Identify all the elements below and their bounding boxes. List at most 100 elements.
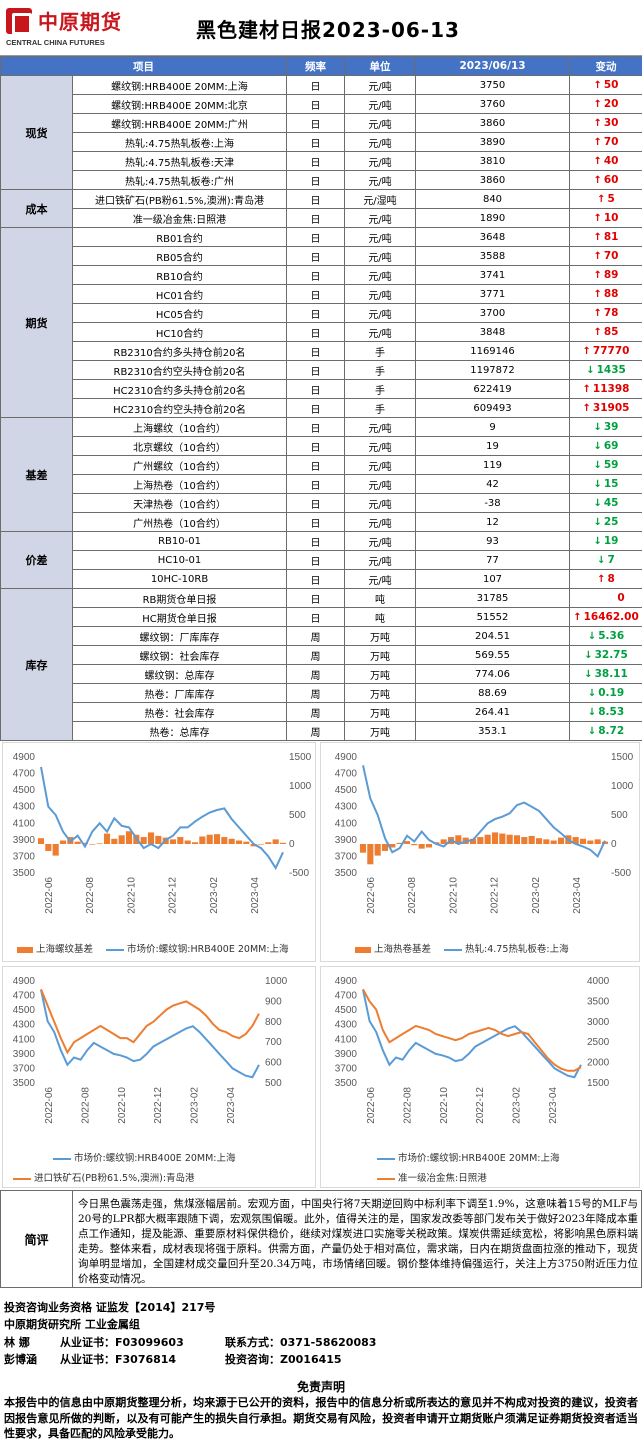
disclaimer-text: 本报告中的信息由中原期货整理分析，均来源于已公开的资料，报告中的信息分析或所表达… xyxy=(4,1396,638,1440)
item-cell: 热轧:4.75热轧板卷:上海 xyxy=(72,132,287,152)
y-right-tick-label: 3000 xyxy=(587,1017,610,1028)
freq-cell: 日 xyxy=(286,607,345,627)
legend-item: 市场价:螺纹钢:HRB400E 20MM:上海 xyxy=(106,944,289,955)
table-row: 螺纹钢：总库存周万吨 774.06 ↓ 38.11 xyxy=(1,664,642,684)
change-cell: ↑ 77770 xyxy=(569,341,642,361)
category-cell: 现货 xyxy=(0,75,73,190)
item-cell: 螺纹钢：总库存 xyxy=(72,664,287,684)
arrow-down-icon: ↓ xyxy=(587,707,597,718)
item-cell: 热轧:4.75热轧板卷:天津 xyxy=(72,151,287,171)
chart-hrc-basis-plot: 4900 4700 4500 4300 4100 3900 3700 3500 1500 1000… xyxy=(335,752,634,914)
y-left-tick-label: 4700 xyxy=(13,769,36,780)
freq-cell: 周 xyxy=(286,626,345,646)
change-cell: ↓ 7 xyxy=(569,550,642,570)
bar-mark xyxy=(411,844,418,846)
y-right-tick-label: 2500 xyxy=(587,1037,610,1048)
change-cell: ↑ 8 xyxy=(569,569,642,589)
change-value: 0.19 xyxy=(598,687,625,699)
arrow-up-icon: ↑ xyxy=(593,327,602,338)
chart-hrc-basis: 4900 4700 4500 4300 4100 3900 3700 3500 1500 1000… xyxy=(320,742,640,962)
freq-cell: 周 xyxy=(286,645,345,665)
bar-mark xyxy=(250,844,257,847)
item-cell: 热卷：总库存 xyxy=(72,721,287,741)
chart-rebar-vs-coke-legend: 市场价:螺纹钢:HRB400E 20MM:上海 准一级冶金焦:日照港 xyxy=(377,1149,560,1189)
unit-cell: 元/吨 xyxy=(344,417,416,437)
qualification-line: 投资咨询业务资格 证监发【2014】217号 xyxy=(4,1301,216,1314)
table-row: 价差 RB10-01 日元/吨 93 ↓ 19 xyxy=(0,531,642,589)
item-cell: 10HC-10RB xyxy=(72,569,287,589)
unit-cell: 元/吨 xyxy=(344,284,416,304)
chart-rebar-vs-ore-plot: 4900 4700 4500 4300 4100 3900 3700 3500 1000 900 8… xyxy=(13,976,288,1124)
category-cell: 基差 xyxy=(0,417,73,532)
value-cell: 3588 xyxy=(415,246,570,266)
change-cell: ↓ 1435 xyxy=(569,360,642,380)
col-header-change: 变动 xyxy=(569,56,642,76)
unit-cell: 元/吨 xyxy=(344,512,416,532)
bar-mark xyxy=(257,844,265,845)
value-cell: 88.69 xyxy=(415,683,570,703)
org-line: 中原期货研究所 工业金属组 xyxy=(4,1318,140,1331)
y-left-tick-label: 3500 xyxy=(13,868,36,879)
legend-item: 热轧:4.75热轧板卷:上海 xyxy=(444,944,569,955)
y-left-tick-label: 3500 xyxy=(13,1078,36,1089)
item-cell: HC10-01 xyxy=(72,550,287,570)
item-cell: RB2310合约空头持仓前20名 xyxy=(72,360,287,380)
bar-mark xyxy=(279,842,287,844)
x-tick-label: 2022-10 xyxy=(448,877,459,914)
freq-cell: 日 xyxy=(286,493,345,513)
legend-item: 上海螺纹基差 xyxy=(17,944,93,955)
cert-number: F3076814 xyxy=(115,1353,177,1366)
bar-mark xyxy=(477,837,484,844)
chart-rebar-vs-ore-legend: 市场价:螺纹钢:HRB400E 20MM:上海 进口铁矿石(PB粉61.5%,澳… xyxy=(13,1149,236,1189)
change-cell: ↓ 19 xyxy=(569,531,642,551)
y-right-tick-label: -500 xyxy=(611,868,631,879)
item-cell: 热卷：厂库库存 xyxy=(72,683,287,703)
y-left-tick-label: 3900 xyxy=(335,1049,358,1060)
change-value: 50 xyxy=(603,79,619,91)
review-section: 简评 今日黑色震荡走强，焦煤涨幅居前。宏观方面，中国央行将7天期逆回购中标利率下… xyxy=(0,1190,642,1288)
freq-cell: 日 xyxy=(286,113,345,133)
y-right-tick-label: 1000 xyxy=(289,781,312,792)
item-cell: RB01合约 xyxy=(72,227,287,247)
arrow-down-icon: ↓ xyxy=(593,536,602,547)
y-left-tick-label: 4900 xyxy=(335,976,358,987)
change-cell: ↓ 5.36 xyxy=(569,626,642,646)
freq-cell: 日 xyxy=(286,208,345,228)
table-row: 热轧:4.75热轧板卷:天津日元/吨 3810 ↑ 40 xyxy=(1,151,642,171)
y-right-tick-label: 1000 xyxy=(265,976,288,987)
y-right-tick-label: 1500 xyxy=(587,1078,610,1089)
value-cell: 264.41 xyxy=(415,702,570,722)
change-value: 31905 xyxy=(592,402,630,414)
value-cell: 3760 xyxy=(415,94,570,114)
y-right-tick-label: 1500 xyxy=(611,752,634,763)
bar-mark xyxy=(272,839,279,844)
y-left-tick-label: 4100 xyxy=(335,1034,358,1045)
y-left-tick-label: 4100 xyxy=(13,1034,36,1045)
change-value: 0 xyxy=(617,592,625,604)
bar-mark xyxy=(96,843,103,844)
x-tick-label: 2022-08 xyxy=(407,877,418,914)
y-right-tick-label: 500 xyxy=(611,810,628,821)
y-right-tick-label: -500 xyxy=(289,868,309,879)
freq-cell: 日 xyxy=(286,246,345,266)
y-left-tick-label: 4300 xyxy=(335,802,358,813)
value-cell: 774.06 xyxy=(415,664,570,684)
y-left-tick-label: 3700 xyxy=(335,851,358,862)
value-cell: 3860 xyxy=(415,170,570,190)
unit-cell: 手 xyxy=(344,341,416,361)
change-cell: ↓ 15 xyxy=(569,474,642,494)
table-row: HC05合约日元/吨 3700 ↑ 78 xyxy=(1,303,642,323)
bar-mark xyxy=(74,841,81,844)
change-cell: ↑ 5 xyxy=(569,189,642,209)
change-cell: ↓ 32.75 xyxy=(569,645,642,665)
y-left-tick-label: 3900 xyxy=(335,835,358,846)
y-left-tick-label: 3700 xyxy=(335,1063,358,1074)
table-row: 热卷：厂库库存周万吨 88.69 ↓ 0.19 xyxy=(1,683,642,703)
unit-cell: 万吨 xyxy=(344,645,416,665)
value-cell: 107 xyxy=(415,569,570,589)
table-row: 螺纹钢:HRB400E 20MM:北京日元/吨 3760 ↑ 20 xyxy=(1,94,642,114)
unit-cell: 元/吨 xyxy=(344,94,416,114)
freq-cell: 周 xyxy=(286,721,345,741)
bar-mark xyxy=(37,838,45,844)
value-cell: 12 xyxy=(415,512,570,532)
